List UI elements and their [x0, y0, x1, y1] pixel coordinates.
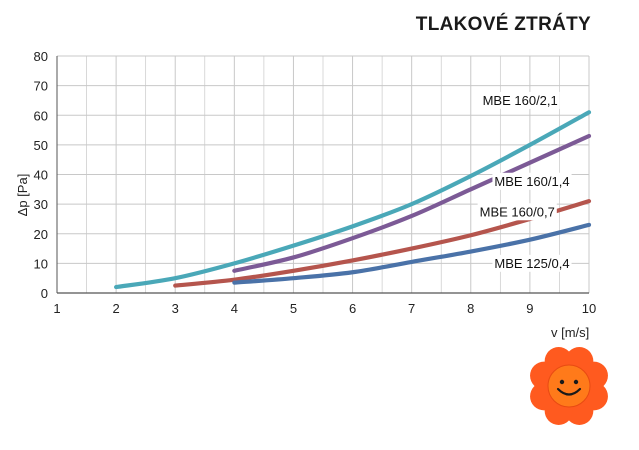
x-tick-label: 8: [467, 301, 474, 316]
y-tick-label: 10: [34, 256, 48, 271]
y-tick-label: 0: [41, 286, 48, 301]
y-tick-label: 60: [34, 108, 48, 123]
y-tick-label: 40: [34, 168, 48, 183]
series-label-background: [492, 254, 572, 272]
series-line-3: [173, 199, 592, 288]
x-tick-label: 5: [290, 301, 297, 316]
y-tick-label: 70: [34, 79, 48, 94]
y-tick-label: 50: [34, 138, 48, 153]
x-tick-label: 7: [408, 301, 415, 316]
y-axis-label: Δp [Pa]: [15, 174, 30, 217]
x-axis-label: v [m/s]: [551, 325, 589, 340]
x-tick-label: 2: [112, 301, 119, 316]
series-label-4: MBE 125/0,4: [494, 256, 569, 271]
chart-title: TLAKOVÉ ZTRÁTY: [415, 14, 591, 35]
x-tick-label: 10: [582, 301, 596, 316]
y-tick-label: 80: [34, 49, 48, 64]
x-tick-label: 9: [526, 301, 533, 316]
series-line-4: [232, 222, 592, 285]
x-tick-label: 6: [349, 301, 356, 316]
series-line-2: [232, 133, 592, 273]
series-label-background: [492, 172, 572, 190]
series-label-2: MBE 160/1,4: [494, 174, 569, 189]
x-tick-label: 1: [53, 301, 60, 316]
x-tick-label: 4: [231, 301, 238, 316]
series-label-background: [480, 91, 560, 109]
series-label-background: [477, 203, 557, 221]
series-label-3: MBE 160/0,7: [480, 204, 555, 219]
series-label-1: MBE 160/2,1: [483, 93, 558, 108]
series-line-1: [114, 110, 592, 290]
y-tick-label: 30: [34, 197, 48, 212]
smiling-flower-icon: [530, 347, 608, 425]
y-tick-label: 20: [34, 227, 48, 242]
x-tick-label: 3: [172, 301, 179, 316]
